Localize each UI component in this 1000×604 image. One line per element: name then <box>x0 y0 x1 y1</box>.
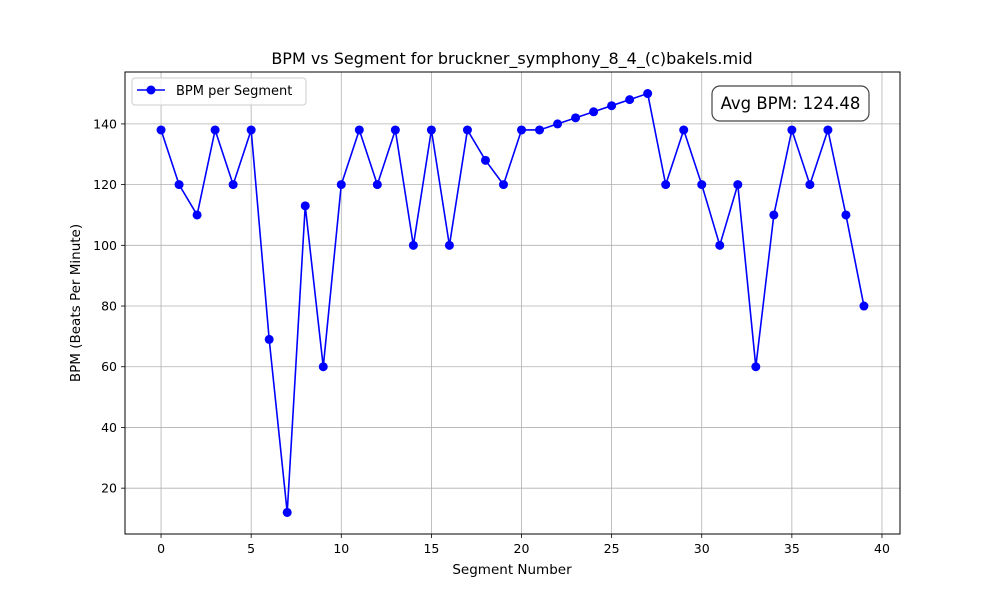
annotation-text: Avg BPM: 124.48 <box>721 94 861 113</box>
y-axis-label: BPM (Beats Per Minute) <box>68 224 84 382</box>
x-tick-label: 0 <box>157 541 165 556</box>
y-tick-label: 100 <box>93 238 117 253</box>
chart-title: BPM vs Segment for bruckner_symphony_8_4… <box>271 49 752 69</box>
data-point <box>571 113 581 123</box>
y-axis-ticks: 20 40 60 80 100 120 140 <box>93 116 125 496</box>
data-point <box>769 210 779 220</box>
data-point <box>156 125 166 135</box>
x-axis-label: Segment Number <box>452 562 572 578</box>
data-point <box>480 155 490 165</box>
legend-box <box>131 77 307 106</box>
data-point <box>408 240 418 250</box>
y-tick-label: 120 <box>93 177 117 192</box>
data-point <box>498 180 508 190</box>
data-point <box>444 240 454 250</box>
x-tick-label: 20 <box>514 541 530 556</box>
y-tick-label: 140 <box>93 116 117 131</box>
data-point <box>318 362 328 372</box>
data-point <box>354 125 364 135</box>
data-point <box>805 180 815 190</box>
y-tick-label: 80 <box>101 299 117 314</box>
annotation-box <box>711 85 870 122</box>
data-point <box>282 507 292 517</box>
x-tick-label: 15 <box>423 541 439 556</box>
data-point <box>553 119 563 129</box>
data-point <box>517 125 527 135</box>
plot-frame <box>124 71 901 535</box>
y-tick-label: 40 <box>101 420 117 435</box>
data-point <box>643 89 653 99</box>
data-point <box>697 180 707 190</box>
data-point <box>210 125 220 135</box>
data-point <box>841 210 851 220</box>
series-layer <box>156 89 869 517</box>
data-point <box>823 125 833 135</box>
data-point <box>390 125 400 135</box>
data-point <box>787 125 797 135</box>
avg-bpm-annotation: Avg BPM: 124.48 <box>711 85 870 122</box>
series-line <box>160 92 865 514</box>
x-tick-label: 35 <box>784 541 800 556</box>
data-point <box>300 201 310 211</box>
data-point <box>751 362 761 372</box>
data-point <box>733 180 743 190</box>
grid-lines <box>125 72 900 534</box>
data-point <box>679 125 689 135</box>
data-point <box>625 95 635 105</box>
data-point <box>192 210 202 220</box>
data-point <box>264 334 274 344</box>
plot-area <box>125 72 900 534</box>
data-point <box>661 180 671 190</box>
x-tick-label: 25 <box>604 541 620 556</box>
legend-label: BPM per Segment <box>176 84 292 99</box>
data-point <box>228 180 238 190</box>
data-point <box>462 125 472 135</box>
x-tick-label: 10 <box>333 541 349 556</box>
data-point <box>336 180 346 190</box>
x-tick-label: 30 <box>694 541 710 556</box>
data-point <box>607 101 617 111</box>
x-tick-label: 5 <box>247 541 255 556</box>
y-tick-label: 20 <box>101 481 117 496</box>
legend-marker-swatch <box>146 85 156 95</box>
y-tick-label: 60 <box>101 359 117 374</box>
data-point <box>859 301 869 311</box>
data-point <box>715 240 725 250</box>
legend: BPM per Segment <box>131 77 307 106</box>
x-axis-ticks: 0 5 10 15 20 25 30 35 40 <box>157 534 890 556</box>
data-point <box>589 107 599 117</box>
x-tick-label: 40 <box>874 541 890 556</box>
data-point <box>174 180 184 190</box>
data-point <box>426 125 436 135</box>
data-point <box>246 125 256 135</box>
data-point <box>372 180 382 190</box>
data-point <box>535 125 545 135</box>
